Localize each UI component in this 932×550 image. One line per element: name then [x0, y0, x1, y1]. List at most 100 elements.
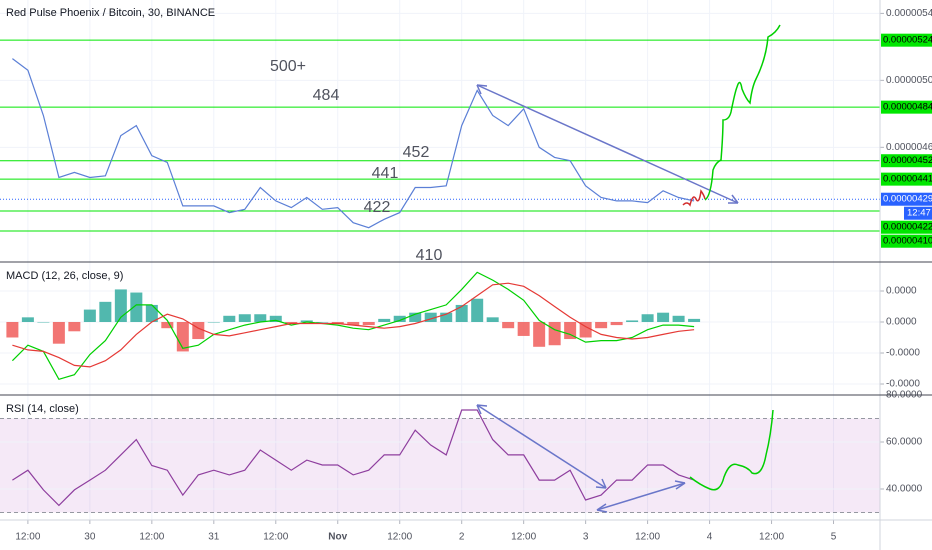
- histogram-bar: [362, 321, 375, 326]
- x-tick-label: 12:00: [635, 532, 660, 543]
- annotation: 452: [403, 144, 430, 161]
- chart-title: Red Pulse Phoenix / Bitcoin, 30, BINANCE: [6, 7, 215, 19]
- histogram-bar: [579, 321, 592, 338]
- histogram-bar: [610, 321, 623, 326]
- histogram-bar: [37, 321, 50, 323]
- x-tick-label: 3: [583, 532, 589, 543]
- price-label: 0.00000410: [883, 236, 932, 247]
- histogram-bar: [254, 314, 267, 322]
- price-label: 0.00000484: [883, 102, 932, 113]
- price-label: 0.00000452: [883, 155, 932, 166]
- rsi-projection: [689, 409, 774, 491]
- countdown-box: [904, 206, 932, 220]
- x-tick-label: 12:00: [511, 532, 536, 543]
- x-tick-label: 12:00: [139, 532, 164, 543]
- histogram-bar: [207, 321, 220, 323]
- histogram-bar: [595, 321, 608, 329]
- histogram-bar: [502, 321, 515, 329]
- x-tick-label: 12:00: [15, 532, 40, 543]
- x-tick-label: 12:00: [387, 532, 412, 543]
- histogram-bar: [21, 317, 34, 322]
- trend-arrow: [476, 84, 739, 204]
- annotation: 500+: [270, 58, 306, 75]
- histogram-bar: [641, 314, 654, 322]
- x-tick-label: 12:00: [263, 532, 288, 543]
- y-tick-label: 60.0000: [886, 437, 923, 448]
- histogram-bar: [626, 320, 639, 322]
- histogram-bar: [161, 321, 174, 329]
- histogram-bar: [440, 312, 453, 322]
- series-line: [12, 282, 695, 368]
- histogram-bar: [424, 312, 437, 322]
- histogram-bar: [378, 318, 391, 322]
- x-tick-label: 12:00: [759, 532, 784, 543]
- macd-title: MACD (12, 26, close, 9): [6, 270, 123, 282]
- histogram-bar: [52, 321, 65, 344]
- rsi-band: [0, 418, 880, 513]
- histogram-bar: [269, 315, 282, 322]
- arrow-head: [728, 194, 739, 204]
- rsi-title: RSI (14, close): [6, 403, 79, 415]
- x-tick-label: 2: [459, 532, 465, 543]
- histogram-bar: [517, 321, 530, 336]
- histogram-bar: [130, 292, 143, 322]
- y-tick-label: 0.0000: [886, 317, 917, 328]
- histogram-bar: [393, 315, 406, 322]
- countdown: 12:47: [907, 208, 931, 219]
- annotation: 484: [313, 87, 340, 104]
- histogram-bar: [285, 321, 298, 324]
- x-tick-label: 4: [707, 532, 713, 543]
- y-tick-label: 40.0000: [886, 484, 923, 495]
- y-tick-label: -0.0000: [886, 348, 920, 359]
- histogram-bar: [68, 321, 81, 332]
- histogram-bar: [486, 317, 499, 322]
- histogram-bar: [347, 321, 360, 326]
- histogram-bar: [223, 315, 236, 322]
- histogram-bar: [409, 312, 422, 322]
- arrow-head: [476, 84, 488, 95]
- histogram-bar: [316, 321, 329, 323]
- annotation: 422: [364, 199, 391, 216]
- price-label: 0.00000524: [883, 35, 932, 46]
- histogram-bar: [548, 321, 561, 346]
- histogram-bar: [6, 321, 19, 338]
- price-label-box: [881, 172, 932, 186]
- annotation: 441: [372, 165, 399, 182]
- series-line: [12, 58, 695, 229]
- price-label-box: [881, 234, 932, 248]
- arrow-head: [476, 404, 607, 489]
- annotation: 410: [416, 247, 443, 264]
- x-tick-label: Nov: [328, 532, 347, 543]
- histogram-bar: [533, 321, 546, 347]
- y-tick-label: 0.0000: [886, 286, 917, 297]
- series-line: [11, 271, 695, 381]
- x-tick-label: 30: [84, 532, 96, 543]
- price-label: 0.00000429: [883, 194, 932, 205]
- histogram-bar: [300, 320, 313, 322]
- histogram-bar: [471, 298, 484, 322]
- price-label-box: [881, 154, 932, 168]
- y-tick-label: -0.0000: [886, 379, 920, 390]
- histogram-bar: [688, 318, 701, 322]
- x-tick-label: 31: [208, 532, 220, 543]
- x-tick-label: 5: [831, 532, 837, 543]
- price-label-box: [881, 192, 932, 206]
- price-label-box: [881, 100, 932, 114]
- drawings: [476, 24, 781, 513]
- histogram-bar: [455, 304, 468, 322]
- histogram-bar: [83, 309, 96, 322]
- histogram-bar: [114, 289, 127, 322]
- rsi-arrow: [476, 404, 607, 489]
- projection-red: [682, 189, 706, 207]
- histogram-bar: [99, 301, 112, 322]
- price-label-box: [881, 220, 932, 234]
- histogram-bar: [145, 304, 158, 322]
- histogram-bar: [331, 321, 344, 324]
- histogram-bar: [657, 312, 670, 322]
- projection-green: [704, 24, 781, 201]
